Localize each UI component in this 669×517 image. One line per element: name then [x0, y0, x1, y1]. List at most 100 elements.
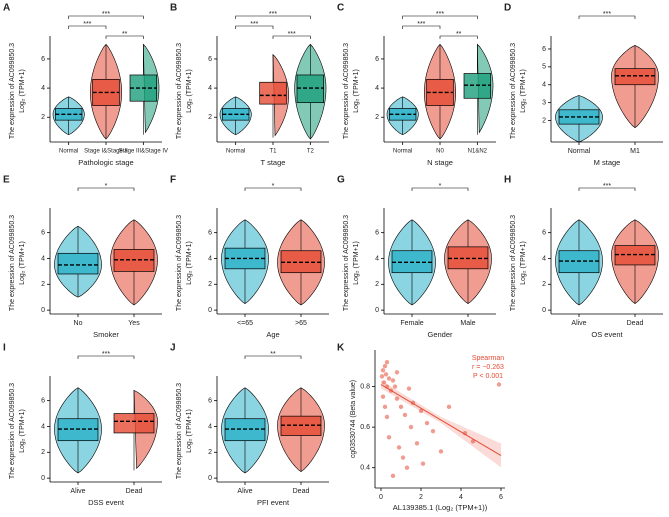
significance-bracket: [402, 25, 441, 29]
y-tick-label: 6: [542, 46, 546, 53]
x-tick-label: >65: [295, 320, 307, 327]
point: [406, 386, 412, 391]
point: [424, 420, 430, 426]
panel-letter: K: [337, 343, 345, 354]
point: [392, 384, 398, 389]
x-axis-label: DSS event: [88, 498, 125, 507]
x-axis-label: Age: [266, 330, 279, 339]
x-tick-label: Normal: [226, 149, 245, 155]
x-tick-label: No: [74, 320, 83, 327]
point: [396, 445, 402, 450]
y-axis-label: Log₂ (TPM+1): [186, 409, 193, 453]
y-tick-label: 4: [542, 82, 546, 89]
point: [381, 380, 387, 385]
panel-letter: A: [3, 3, 10, 14]
x-axis-label: N stage: [427, 158, 453, 167]
x-tick-label: 6: [499, 494, 503, 501]
y-axis-label: The expression of AC099850.3: [343, 43, 350, 139]
significance-bracket: [77, 355, 135, 359]
box: [614, 68, 656, 86]
point: [384, 359, 390, 365]
y-tick-label: 6: [41, 230, 45, 237]
point: [383, 372, 389, 377]
significance-label: *: [272, 183, 275, 190]
y-axis-label: Log₂ (TPM+1): [186, 241, 193, 285]
y-tick-label: 3: [542, 99, 546, 106]
x-tick-label: Male: [460, 320, 475, 327]
significance-label: ***: [250, 21, 258, 28]
significance-label: ***: [603, 11, 611, 18]
point: [394, 396, 400, 401]
point: [496, 382, 502, 387]
x-tick-label: <=65: [237, 320, 253, 327]
point: [438, 449, 444, 454]
panel-letter: B: [170, 3, 177, 14]
y-tick-label: 4: [41, 423, 45, 430]
y-tick-label: 4: [375, 255, 379, 262]
y-axis-label: The expression of AC099850.3: [9, 215, 16, 311]
y-tick-label: 6: [542, 230, 546, 237]
x-axis-label: AL139385.1 (Log₂ (TPM+1)): [393, 503, 488, 512]
y-tick-label: 6: [375, 56, 379, 63]
y-axis-label: Log₂ (TPM+1): [19, 241, 26, 285]
y-axis-label: The expression of AC099850.3: [510, 43, 517, 139]
point: [394, 370, 400, 375]
y-axis-label: Log₂ (TPM+1): [353, 69, 360, 113]
significance-label: ***: [603, 183, 611, 190]
y-tick-label: 2: [208, 114, 212, 121]
x-tick-label: Female: [400, 320, 423, 327]
y-axis-label: Log₂ (TPM+1): [520, 241, 527, 285]
significance-bracket: [578, 187, 636, 191]
y-axis-label: The expression of AC099850.3: [176, 215, 183, 311]
point: [390, 378, 396, 383]
y-tick-label: 6: [208, 230, 212, 237]
annotation: P < 0.001: [473, 373, 503, 380]
significance-label: ***: [417, 21, 425, 28]
significance-bracket: [68, 25, 107, 29]
y-tick-label: 2: [375, 114, 379, 121]
significance-bracket: [411, 187, 469, 191]
x-axis-label: M stage: [594, 158, 621, 167]
x-axis-label: Gender: [427, 330, 453, 339]
point: [430, 428, 436, 434]
y-axis-label: Log₂ (TPM+1): [186, 69, 193, 113]
significance-label: **: [122, 31, 128, 38]
y-tick-label: 2: [208, 449, 212, 456]
y-tick-label: 0: [41, 475, 45, 482]
y-tick-label: 2: [41, 449, 45, 456]
y-tick-label: 6: [208, 398, 212, 405]
x-axis-label: Pathologic stage: [78, 158, 133, 167]
y-tick-label: 0: [542, 307, 546, 314]
y-axis-label: The expression of AC099850.3: [9, 383, 16, 479]
significance-bracket: [272, 35, 311, 39]
x-tick-label: 0: [379, 494, 383, 501]
panel-letter: I: [3, 343, 6, 354]
y-axis-label: Log₂ (TPM+1): [353, 241, 360, 285]
y-tick-label: 0.8: [360, 383, 370, 390]
y-axis-label: Log₂ (TPM+1): [19, 69, 26, 113]
y-tick-label: 5: [542, 64, 546, 71]
annotation: Spearman: [472, 355, 504, 362]
point: [446, 404, 452, 410]
y-axis-label: cg03530744 (Beta value): [350, 380, 357, 458]
y-axis-label: The expression of AC099850.3: [9, 43, 16, 139]
significance-bracket: [244, 187, 302, 191]
x-tick-label: Normal: [568, 148, 591, 155]
y-tick-label: 6: [41, 56, 45, 63]
y-axis-label: The expression of AC099850.3: [176, 43, 183, 139]
y-tick-label: 2: [542, 117, 546, 124]
significance-bracket: [235, 25, 274, 29]
panel-letter: H: [504, 175, 511, 186]
y-tick-label: 2: [208, 281, 212, 288]
y-axis-label: The expression of AC099850.3: [510, 215, 517, 311]
y-tick-label: 4: [542, 255, 546, 262]
y-axis-label: The expression of AC099850.3: [343, 215, 350, 311]
x-tick-label: T1: [269, 149, 277, 155]
significance-bracket: [105, 35, 144, 39]
significance-bracket: [68, 15, 144, 19]
x-tick-label: T2: [307, 149, 315, 155]
significance-bracket: [77, 187, 135, 191]
y-tick-label: 2: [542, 281, 546, 288]
significance-label: ***: [83, 21, 91, 28]
